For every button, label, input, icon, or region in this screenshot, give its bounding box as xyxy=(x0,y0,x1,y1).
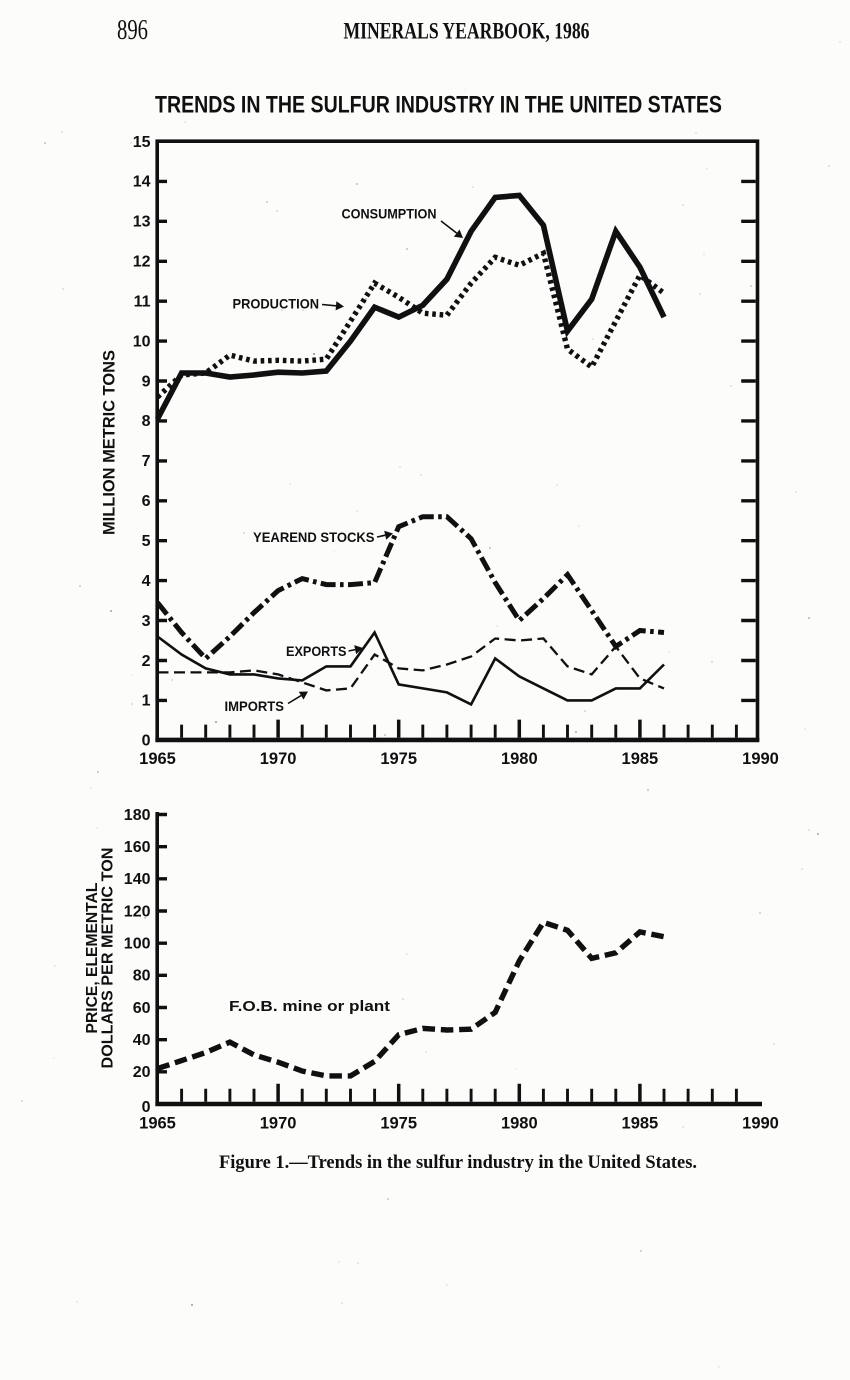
svg-text:120: 120 xyxy=(124,903,151,920)
svg-text:1985: 1985 xyxy=(622,750,659,768)
svg-text:4: 4 xyxy=(142,573,151,590)
svg-text:1990: 1990 xyxy=(742,750,779,768)
svg-text:5: 5 xyxy=(142,533,151,550)
svg-text:Figure 1.—Trends in the sulfur: Figure 1.—Trends in the sulfur industry … xyxy=(219,1153,697,1173)
svg-text:1970: 1970 xyxy=(260,1115,297,1133)
svg-text:PRICE, ELEMENTAL: PRICE, ELEMENTAL xyxy=(84,883,101,1034)
svg-text:9: 9 xyxy=(142,373,151,390)
svg-text:MILLION METRIC TONS: MILLION METRIC TONS xyxy=(101,350,119,535)
svg-text:YEAREND STOCKS: YEAREND STOCKS xyxy=(253,529,375,545)
svg-text:1970: 1970 xyxy=(260,750,297,768)
svg-text:40: 40 xyxy=(133,1032,151,1049)
svg-text:160: 160 xyxy=(124,839,151,856)
svg-text:1990: 1990 xyxy=(742,1115,779,1133)
svg-text:1975: 1975 xyxy=(380,750,417,768)
svg-text:1965: 1965 xyxy=(139,1115,176,1133)
svg-text:20: 20 xyxy=(133,1064,151,1081)
svg-text:80: 80 xyxy=(133,968,151,985)
svg-text:1: 1 xyxy=(142,693,151,710)
svg-text:0: 0 xyxy=(142,733,151,750)
svg-text:140: 140 xyxy=(124,871,151,888)
svg-text:2: 2 xyxy=(142,653,151,670)
svg-text:TRENDS IN THE SULFUR INDUSTRY: TRENDS IN THE SULFUR INDUSTRY IN THE UNI… xyxy=(155,92,722,119)
svg-text:MINERALS YEARBOOK, 1986: MINERALS YEARBOOK, 1986 xyxy=(344,19,590,44)
svg-text:12: 12 xyxy=(133,254,151,271)
svg-text:1975: 1975 xyxy=(380,1115,417,1133)
svg-text:180: 180 xyxy=(124,807,151,824)
svg-text:60: 60 xyxy=(133,1000,151,1017)
svg-text:10: 10 xyxy=(133,333,151,350)
svg-text:0: 0 xyxy=(142,1099,151,1116)
svg-text:1965: 1965 xyxy=(139,750,176,768)
svg-text:15: 15 xyxy=(133,134,151,151)
svg-text:100: 100 xyxy=(124,936,151,953)
svg-text:IMPORTS: IMPORTS xyxy=(225,698,285,714)
svg-text:11: 11 xyxy=(134,294,151,311)
svg-text:7: 7 xyxy=(142,453,151,470)
svg-text:1985: 1985 xyxy=(622,1115,659,1133)
svg-text:14: 14 xyxy=(133,174,151,191)
svg-text:896: 896 xyxy=(117,15,148,46)
svg-text:PRODUCTION: PRODUCTION xyxy=(233,296,320,312)
svg-text:F.O.B. mine or plant: F.O.B. mine or plant xyxy=(229,999,390,1015)
svg-text:CONSUMPTION: CONSUMPTION xyxy=(342,206,437,222)
svg-text:1980: 1980 xyxy=(501,750,538,768)
svg-text:DOLLARS PER METRIC TON: DOLLARS PER METRIC TON xyxy=(100,848,117,1069)
svg-text:6: 6 xyxy=(142,493,151,510)
svg-text:13: 13 xyxy=(133,214,151,231)
svg-text:3: 3 xyxy=(142,613,151,630)
svg-text:1980: 1980 xyxy=(501,1115,538,1133)
svg-text:8: 8 xyxy=(142,413,151,430)
svg-text:EXPORTS: EXPORTS xyxy=(286,643,347,659)
